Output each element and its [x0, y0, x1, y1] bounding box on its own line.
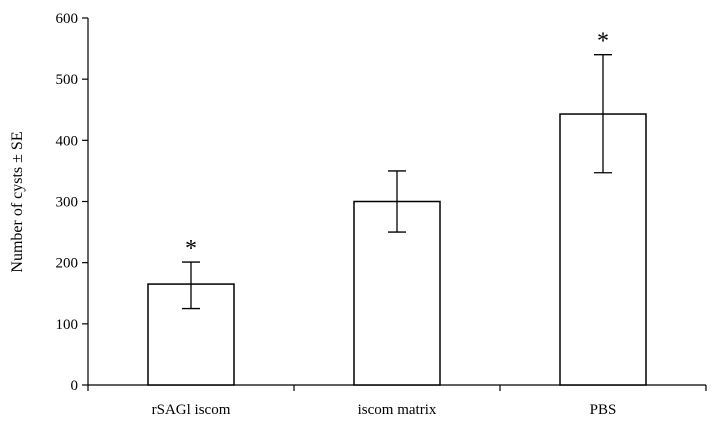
- error-bars-group: [182, 54, 612, 310]
- y-axis-title: Number of cysts ± SE: [9, 131, 26, 272]
- y-axis-title-group: Number of cysts ± SE: [9, 131, 26, 272]
- x-tick-label: iscom matrix: [358, 402, 437, 418]
- y-tick-label: 200: [56, 256, 79, 272]
- significance-marker: *: [597, 29, 609, 55]
- y-tick-label: 600: [56, 11, 79, 27]
- y-tick-label: 300: [56, 195, 79, 211]
- y-tick-label: 0: [71, 378, 79, 394]
- y-tick-label: 500: [56, 72, 79, 88]
- bar: [147, 283, 235, 386]
- x-tick-label: PBS: [590, 402, 617, 418]
- significance-marker: *: [185, 236, 197, 262]
- y-tick-label: 100: [56, 317, 79, 333]
- bars-group: [147, 113, 647, 386]
- y-tick-label: 400: [56, 133, 79, 149]
- x-tick-label: rSAGl iscom: [152, 402, 231, 418]
- labels-group: 0 100 200 300 400 500 600 rSAGl iscom * iscom mat…: [56, 11, 617, 418]
